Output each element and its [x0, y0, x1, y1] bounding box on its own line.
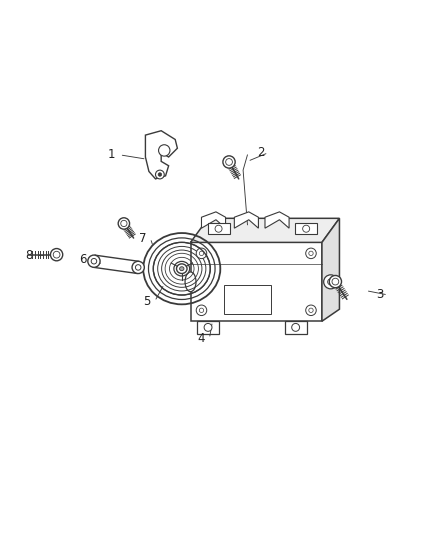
- Circle shape: [215, 225, 222, 232]
- Circle shape: [159, 145, 170, 156]
- Circle shape: [196, 305, 207, 316]
- Polygon shape: [201, 212, 226, 228]
- Polygon shape: [322, 219, 339, 321]
- Text: 8: 8: [25, 249, 32, 262]
- Circle shape: [204, 324, 212, 332]
- Text: 2: 2: [257, 146, 265, 159]
- Text: 6: 6: [79, 253, 87, 266]
- Circle shape: [88, 255, 100, 268]
- Ellipse shape: [180, 266, 184, 271]
- Circle shape: [324, 275, 338, 289]
- Circle shape: [329, 276, 342, 288]
- Circle shape: [199, 251, 204, 255]
- Circle shape: [155, 170, 164, 179]
- Polygon shape: [265, 212, 289, 228]
- Circle shape: [135, 265, 141, 270]
- Text: 7: 7: [138, 231, 146, 245]
- Circle shape: [332, 278, 339, 285]
- Circle shape: [118, 218, 130, 229]
- Circle shape: [121, 220, 127, 227]
- Circle shape: [199, 308, 204, 312]
- Circle shape: [328, 279, 334, 285]
- Polygon shape: [285, 321, 307, 334]
- Circle shape: [306, 305, 316, 316]
- Polygon shape: [191, 243, 322, 321]
- Circle shape: [223, 156, 235, 168]
- Polygon shape: [234, 212, 258, 228]
- Text: 3: 3: [377, 288, 384, 302]
- Circle shape: [53, 251, 60, 258]
- Circle shape: [196, 248, 207, 259]
- Text: 5: 5: [143, 295, 150, 308]
- Text: 4: 4: [198, 332, 205, 345]
- Circle shape: [91, 259, 97, 264]
- Circle shape: [309, 308, 313, 312]
- Polygon shape: [93, 255, 139, 273]
- Polygon shape: [197, 321, 219, 334]
- Circle shape: [309, 251, 313, 255]
- Polygon shape: [145, 131, 177, 179]
- Circle shape: [292, 324, 300, 332]
- Ellipse shape: [185, 272, 196, 292]
- Circle shape: [158, 173, 162, 176]
- Ellipse shape: [177, 264, 187, 273]
- Circle shape: [132, 261, 145, 273]
- Polygon shape: [191, 219, 339, 243]
- Circle shape: [306, 248, 316, 259]
- Circle shape: [226, 159, 233, 165]
- Polygon shape: [295, 223, 317, 234]
- Circle shape: [50, 248, 63, 261]
- Polygon shape: [208, 223, 230, 234]
- Text: 1: 1: [108, 148, 116, 161]
- Circle shape: [303, 225, 310, 232]
- FancyBboxPatch shape: [224, 285, 271, 314]
